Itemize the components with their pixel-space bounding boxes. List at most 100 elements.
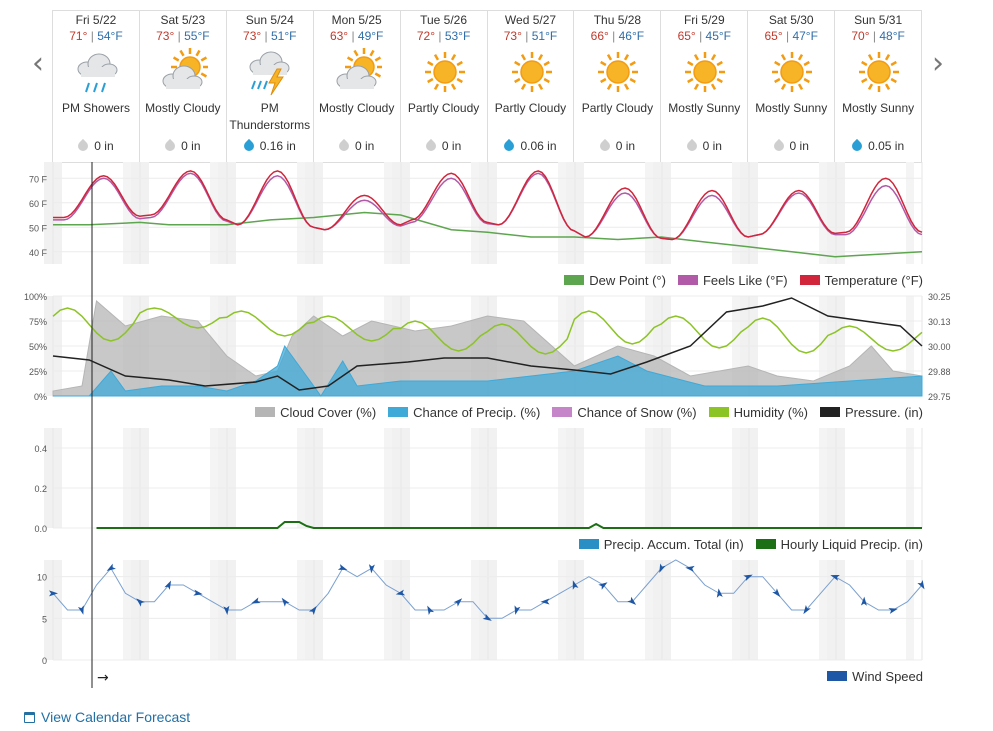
sun-cloud-icon: [334, 47, 383, 97]
night-band: [819, 428, 827, 528]
night-band: [558, 428, 566, 528]
cloud-humidity-chart: 100% 75% 50% 25% 0% 30.25 30.13 30.00 29.88 29.75: [24, 290, 951, 424]
wind-arrow: [627, 596, 637, 605]
high-temp: 70°: [851, 29, 870, 43]
day-name: Sat 5/23: [160, 13, 206, 27]
wind-arrow: [540, 598, 550, 605]
day-temps: 73° | 55°F: [156, 29, 210, 43]
day-column[interactable]: Sun 5/31 70° | 48°F Mostly Sunny 0.05 in: [835, 11, 923, 163]
temperature-chart: 70 F 60 F 50 F 40 F: [29, 162, 923, 290]
high-temp: 71°: [69, 29, 88, 43]
precip-value: 0 in: [181, 139, 201, 153]
cloud-legend: Cloud Cover (%) Chance of Precip. (%) Chan…: [243, 405, 923, 420]
legend-item[interactable]: Chance of Snow (%): [552, 405, 697, 420]
night-band: [210, 428, 218, 528]
high-temp: 65°: [764, 29, 783, 43]
day-column[interactable]: Sun 5/24 73° | 51°F PM Thunderstorms 0.16 i…: [226, 11, 314, 163]
high-temp: 65°: [677, 29, 696, 43]
next-days-button[interactable]: ›: [932, 46, 944, 81]
precip-value: 0 in: [789, 139, 809, 153]
day-temps: 65° | 47°F: [764, 29, 818, 43]
wind-arrow: [803, 605, 811, 615]
previous-days-button[interactable]: ‹: [32, 46, 44, 81]
night-band: [906, 560, 914, 660]
day-temps: 73° | 51°F: [503, 29, 558, 43]
raindrop-icon: [850, 138, 865, 154]
sun-icon: [508, 47, 556, 97]
condition-label: Partly Cloudy: [494, 101, 567, 115]
legend-item[interactable]: Wind Speed: [827, 669, 923, 684]
night-band: [471, 560, 479, 660]
low-temp: 48°F: [879, 29, 905, 43]
night-band: [384, 162, 392, 264]
night-band: [297, 428, 305, 528]
high-temp: 73°: [156, 29, 175, 43]
calendar-forecast-link[interactable]: View Calendar Forecast: [24, 709, 190, 725]
tick-label: 40 F: [29, 248, 48, 258]
day-column[interactable]: Tue 5/26 72° | 53°F Partly Cloudy 0 in: [400, 11, 488, 163]
legend-item[interactable]: Humidity (%): [708, 405, 808, 420]
raindrop-icon: [423, 138, 438, 154]
day-name: Tue 5/26: [420, 13, 468, 27]
temperature-legend: Dew Point (°) Feels Like (°F) Temperature …: [552, 273, 923, 288]
calendar-link-label: View Calendar Forecast: [41, 709, 191, 725]
condition-label: Mostly Sunny: [668, 101, 741, 115]
day-column[interactable]: Thu 5/28 66° | 46°F Partly Cloudy 0 in: [574, 11, 662, 163]
legend-label: Feels Like (°F): [702, 273, 788, 288]
wind-arrow: [368, 564, 375, 574]
tick-label: 29.75: [928, 392, 951, 402]
precipitation-chart: 0.4 0.2 0.0: [34, 424, 923, 556]
legend-item[interactable]: Temperature (°F): [799, 273, 923, 288]
wind-arrow: [888, 608, 898, 614]
day-column[interactable]: Mon 5/25 63° | 49°F Mostly Cloudy 0 in: [313, 11, 401, 163]
condition-label: Mostly Sunny: [755, 101, 828, 115]
precip-value: 0.05 in: [868, 139, 905, 153]
wind-arrow: [164, 580, 172, 590]
now-arrow: →: [97, 670, 109, 686]
hourly-precip-line: [96, 521, 922, 529]
legend-item[interactable]: Pressure. (in): [819, 405, 923, 420]
raindrop-icon: [163, 138, 178, 154]
legend-item[interactable]: Precip. Accum. Total (in): [578, 537, 744, 552]
tick-label: 0%: [34, 392, 47, 402]
night-band: [906, 428, 914, 528]
tick-label: 70 F: [29, 174, 48, 184]
day-column[interactable]: Sat 5/23 73° | 55°F Mostly Cloudy 0 in: [139, 11, 227, 163]
wind-arrow: [223, 605, 230, 615]
legend-item[interactable]: Dew Point (°): [564, 273, 666, 288]
low-temp: 45°F: [705, 29, 732, 43]
sun-icon: [855, 47, 903, 97]
night-band: [210, 162, 218, 264]
legend-item[interactable]: Cloud Cover (%): [255, 405, 376, 420]
low-temp: 49°F: [357, 29, 384, 43]
tick-label: 0.0: [34, 524, 47, 534]
day-column[interactable]: Fri 5/29 65° | 45°F Mostly Sunny 0 in: [661, 11, 749, 163]
legend-label: Humidity (%): [733, 405, 808, 420]
low-temp: 54°F: [97, 29, 123, 43]
tick-label: 10: [37, 573, 47, 583]
legend-item[interactable]: Feels Like (°F): [677, 273, 788, 288]
condition-label: Mostly Cloudy: [145, 101, 221, 115]
raindrop-icon: [502, 138, 517, 154]
night-band: [471, 428, 479, 528]
wind-arrow: [716, 588, 723, 598]
tick-label: 0.4: [34, 444, 47, 454]
low-temp: 47°F: [792, 29, 818, 43]
day-name: Thu 5/28: [593, 13, 642, 27]
night-band: [732, 428, 740, 528]
tick-label: 30.25: [928, 292, 951, 302]
raindrop-icon: [241, 138, 256, 154]
pressure-line: [52, 297, 923, 391]
wind-arrow: [337, 564, 348, 571]
legend-item[interactable]: Hourly Liquid Precip. (in): [755, 537, 923, 552]
night-band: [645, 428, 653, 528]
condition-label: PM Showers: [61, 101, 130, 115]
day-column[interactable]: Wed 5/27 73° | 51°F Partly Cloudy 0.06 in: [487, 11, 575, 163]
day-column[interactable]: Sat 5/30 65° | 47°F Mostly Sunny 0 in: [748, 11, 836, 163]
precip-value: 0 in: [354, 139, 375, 153]
legend-label: Temperature (°F): [824, 273, 923, 288]
wind-arrow: [598, 582, 608, 590]
day-column[interactable]: Fri 5/22 71° | 54°F PM Showers 0 in: [53, 11, 140, 163]
legend-item[interactable]: Chance of Precip. (%): [388, 405, 540, 420]
precip-value: 0.06 in: [520, 139, 557, 153]
